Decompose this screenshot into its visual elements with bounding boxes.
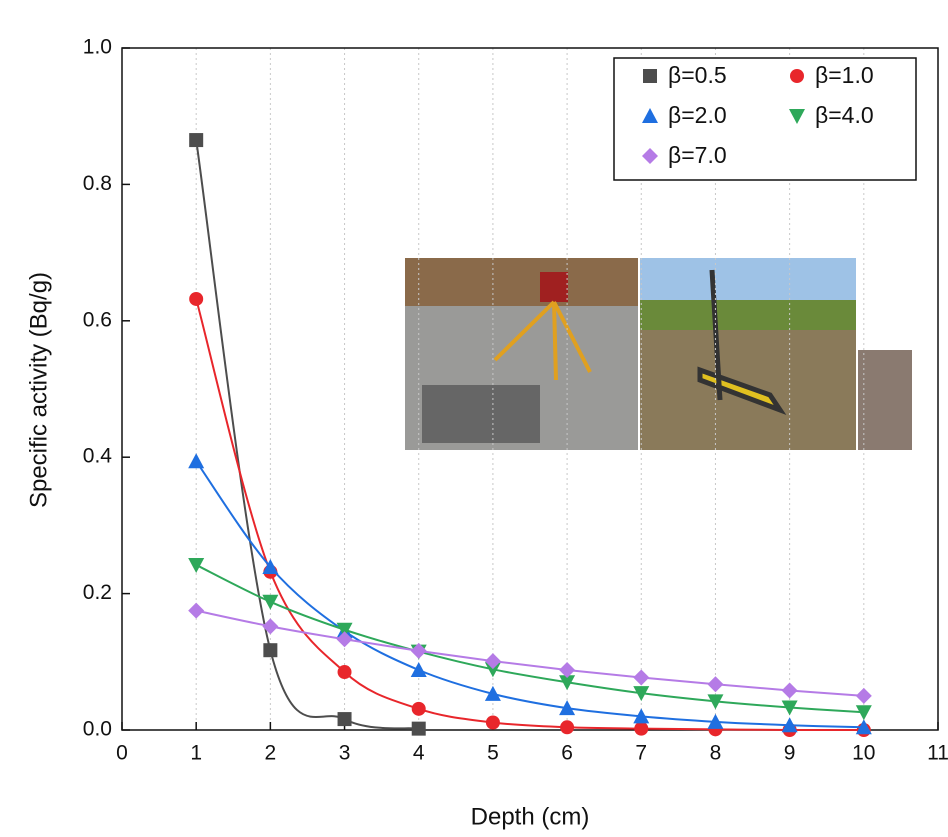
marker [411,721,426,736]
marker [485,715,500,730]
marker [781,682,798,699]
series [188,557,872,721]
marker [410,661,427,677]
y-tick-label: 1.0 [83,36,112,59]
series [188,602,872,704]
marker [263,643,278,658]
x-tick-label: 4 [413,742,425,765]
marker [262,559,279,575]
plot-frame [121,47,939,731]
marker [633,708,650,724]
x-tick-label: 5 [487,742,499,765]
legend-label: β=1.0 [815,62,874,88]
photo-inset [405,258,912,450]
legend-label: β=0.5 [668,62,727,88]
marker [633,686,650,702]
legend-label: β=2.0 [668,102,727,128]
marker [484,653,501,670]
marker [707,713,724,729]
marker [189,291,204,306]
marker [855,687,872,704]
marker [188,453,205,469]
x-tick-label: 10 [852,742,875,765]
photo-detector [540,272,568,302]
photo-sky [640,258,856,308]
marker [643,69,657,83]
marker [781,700,798,716]
photo-tripod [493,300,592,381]
series-line [195,460,864,729]
photo-rig [697,269,787,416]
series [189,133,426,736]
marker [707,676,724,693]
marker [642,148,658,164]
photo-hill [405,258,638,306]
y-tick-label: 0.4 [83,445,113,468]
marker [411,701,426,716]
marker [484,662,501,678]
marker [642,108,658,123]
marker [336,631,353,648]
y-axis-label: Specific activity (Bq/g) [25,272,52,508]
x-tick-label: 3 [339,742,351,765]
marker [634,721,649,736]
legend: β=0.5 β=1.0 β=2.0 β=4.0 β=7.0 [613,57,917,181]
marker [559,661,576,678]
series-line [195,609,864,697]
marker [560,720,575,735]
x-tick-label: 2 [265,742,277,765]
x-tick-label: 0 [116,742,128,765]
marker [559,675,576,691]
x-tick-label: 9 [784,742,796,765]
x-tick-label: 11 [927,742,948,765]
marker [188,557,205,573]
marker [559,700,576,716]
marker [855,719,872,735]
marker [789,109,805,124]
marker [781,717,798,733]
photo-case [422,385,540,443]
x-axis-label: Depth (cm) [471,803,590,830]
series [188,453,872,735]
marker [790,69,804,83]
legend-label: β=7.0 [668,142,727,168]
marker [337,665,352,680]
legend-label: β=4.0 [815,102,874,128]
marker [410,642,427,659]
y-tick-label: 0.8 [83,172,112,195]
marker [337,712,352,727]
x-tick-label: 1 [190,742,202,765]
x-tick-label: 6 [561,742,573,765]
marker [262,618,279,635]
marker [336,622,353,638]
y-tick-label: 0.0 [83,718,112,741]
y-tick-label: 0.6 [83,308,112,331]
marker [189,133,204,148]
legend-box [613,57,917,181]
y-tick-label: 0.2 [83,581,112,604]
photo-grass [640,300,856,330]
marker [188,602,205,619]
marker [707,694,724,710]
marker [855,705,872,721]
photo-core [858,350,912,450]
series-line [195,564,864,714]
x-tick-label: 8 [710,742,722,765]
marker [262,594,279,610]
marker [484,685,501,701]
x-tick-label: 7 [635,742,647,765]
marker [633,669,650,686]
